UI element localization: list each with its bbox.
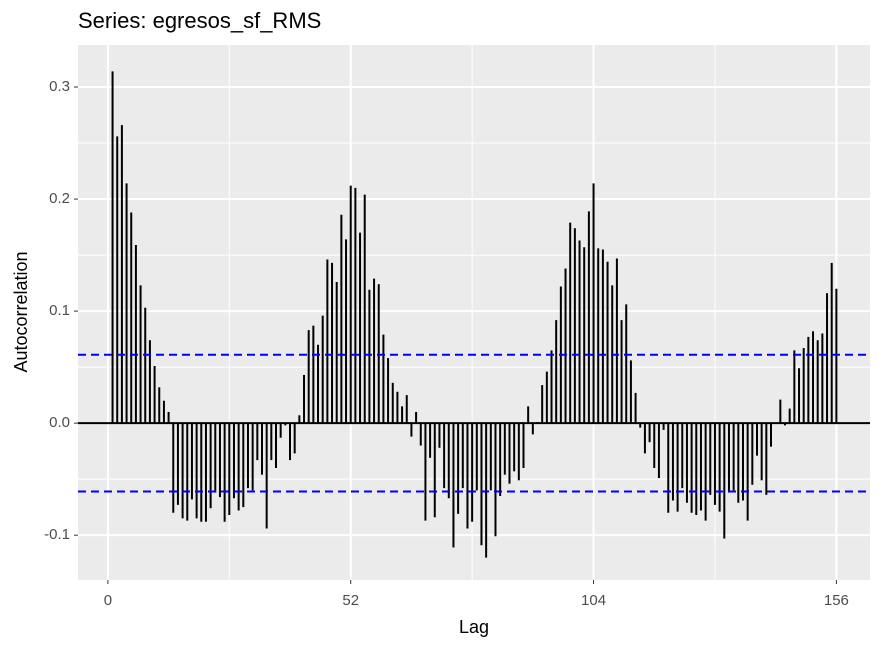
x-tick-label: 0 <box>104 592 112 609</box>
y-tick-label: -0.1 <box>44 526 70 543</box>
y-tick-label: 0.2 <box>49 190 70 207</box>
chart-title: Series: egresos_sf_RMS <box>78 8 321 33</box>
y-tick-label: 0.3 <box>49 78 70 95</box>
x-tick-label: 104 <box>581 592 606 609</box>
x-axis-label: Lag <box>459 617 489 637</box>
x-tick-label: 52 <box>342 592 359 609</box>
y-axis-label: Autocorrelation <box>11 251 31 372</box>
y-tick-label: 0.1 <box>49 302 70 319</box>
x-tick-label: 156 <box>824 592 849 609</box>
y-tick-label: 0.0 <box>49 414 70 431</box>
